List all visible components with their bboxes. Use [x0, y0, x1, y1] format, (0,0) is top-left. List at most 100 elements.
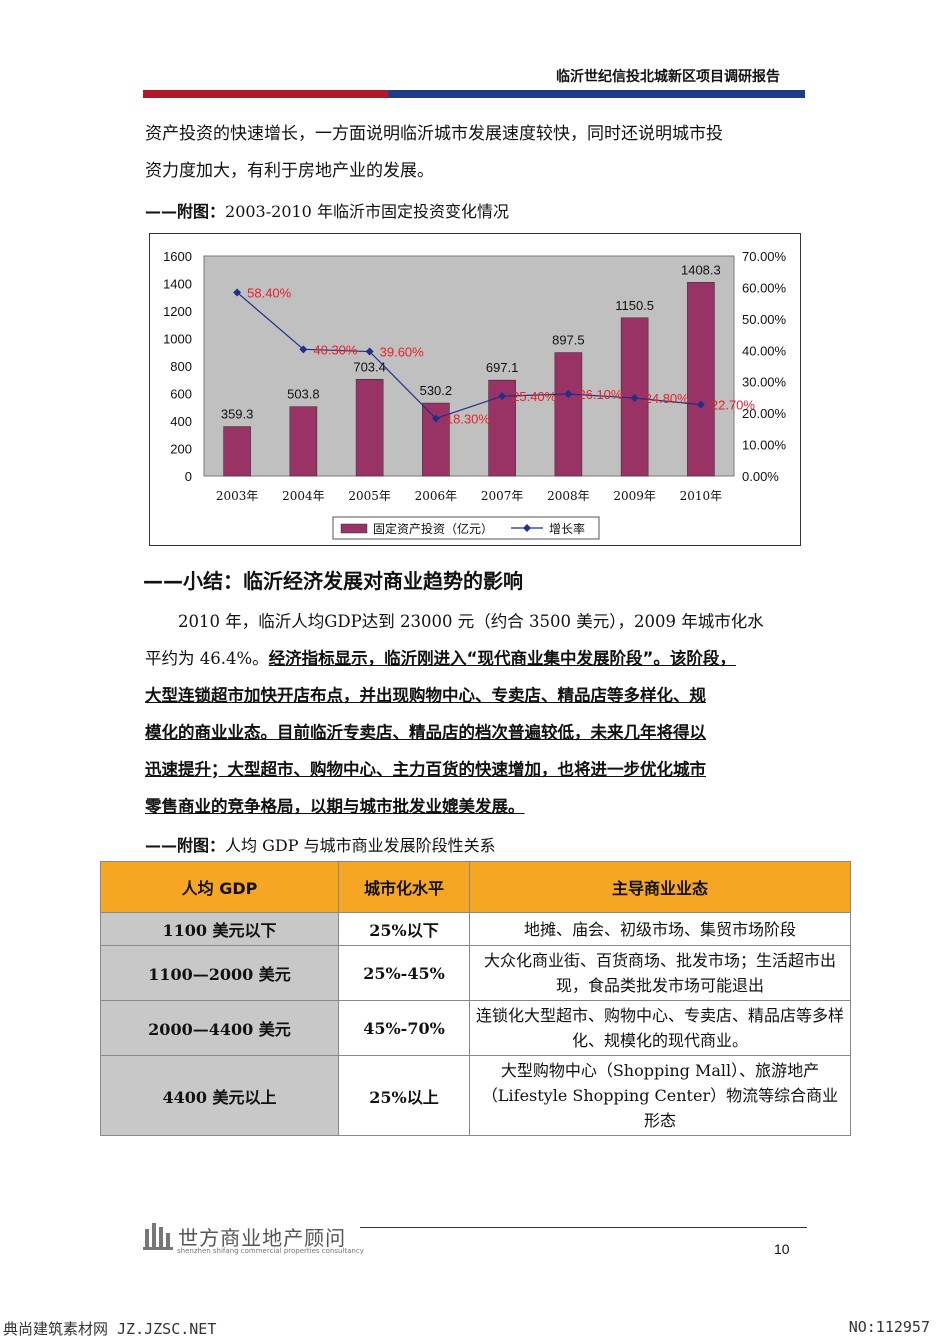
logo-subtitle: shenzhen shifang commercial properties c…: [177, 1247, 364, 1255]
y-left-tick-label: 800: [170, 359, 192, 374]
page-number: 10: [774, 1241, 790, 1257]
table-row: 1100 美元以下 25%以下 地摊、庙会、初级市场、集贸市场阶段: [100, 912, 851, 946]
x-tick-label: 2010年: [680, 489, 723, 503]
table-header-cell: 城市化水平: [338, 861, 470, 913]
body-bold-line: 大型连锁超市加快开店布点，并出现购物中心、专卖店、精品店等多样化、规: [145, 686, 706, 705]
growth-point: [630, 394, 639, 403]
chart-caption: ——附图：2003-2010 年临沂市固定投资变化情况: [145, 198, 509, 222]
x-tick-label: 2009年: [613, 489, 656, 503]
y-left-tick-label: 1200: [163, 304, 192, 319]
growth-point: [365, 347, 374, 356]
table-caption: ——附图：人均 GDP 与城市商业发展阶段性关系: [145, 832, 496, 856]
legend-bar-swatch: [340, 523, 368, 534]
growth-value-label: 40.30%: [313, 342, 358, 357]
growth-point: [299, 345, 308, 354]
format-cell: 大型购物中心（Shopping Mall）、旅游地产（Lifestyle Sho…: [469, 1055, 851, 1136]
intro-paragraph: 资产投资的快速增长，一方面说明临沂城市发展速度较快，同时还说明城市投 资力度加大…: [145, 116, 805, 190]
growth-line: [236, 292, 701, 420]
bar-value-label: 359.3: [221, 407, 254, 422]
x-tick-label: 2006年: [415, 489, 458, 503]
company-logo-icon: [143, 1222, 173, 1250]
y-right-tick-label: 30.00%: [742, 375, 787, 390]
body-plain-segment: 平约为 46.4%。: [145, 649, 269, 668]
table-header-cell: 人均 GDP: [100, 861, 339, 913]
logo-text: 世方商业地产顾问: [178, 1226, 347, 1250]
format-cell: 大众化商业街、百货商场、批发市场；生活超市出现，食品类批发市场可能退出: [469, 945, 851, 1001]
body-bold-segment: 经济指标显示，临沂刚进入“现代商业集中发展阶段”。该阶段，: [268, 649, 736, 668]
y-left-tick-label: 600: [170, 387, 192, 402]
growth-point: [431, 414, 440, 423]
bar-value-label: 897.5: [552, 333, 585, 348]
body-bold-line: 模化的商业业态。目前临沂专卖店、精品店的档次普遍较低，未来几年将得以: [145, 723, 706, 742]
watermark-left: 典尚建筑素材网 JZ.JZSC.NET: [3, 1320, 217, 1338]
y-right-tick-label: 70.00%: [742, 249, 787, 264]
y-right-tick-label: 60.00%: [742, 280, 787, 295]
table-header-row: 人均 GDP 城市化水平 主导商业业态: [100, 861, 851, 913]
gdp-cell: 1100 美元以下: [100, 912, 339, 946]
investment-chart: 0 200 400 600 800 1000 1200 1400 1600 0.00% 10.00%…: [149, 233, 801, 546]
body-bold-line: 迅速提升；大型超市、购物中心、主力百货的快速增加，也将进一步优化城市: [145, 760, 706, 779]
gdp-cell: 4400 美元以上: [100, 1055, 339, 1136]
investment-chart-svg: 0 200 400 600 800 1000 1200 1400 1600 0.00% 10.00%…: [163, 249, 787, 540]
bar-value-label: 697.1: [486, 360, 519, 375]
bar-value-label: 1408.3: [681, 262, 721, 277]
growth-value-label: 25.40%: [512, 389, 557, 404]
bar: [223, 426, 251, 477]
bar: [355, 378, 384, 477]
watermark-right: NO:112957: [848, 1318, 930, 1336]
y-left-tick-label: 0: [185, 469, 192, 484]
caption-text: 2003-2010 年临沂市固定投资变化情况: [225, 202, 509, 221]
intro-line: 资产投资的快速增长，一方面说明临沂城市发展速度较快，同时还说明城市投: [145, 124, 723, 144]
y-right-tick-label: 40.00%: [742, 343, 787, 358]
caption-prefix: ——附图：: [145, 836, 226, 855]
gdp-cell: 1100—2000 美元: [100, 945, 339, 1001]
x-tick-label: 2005年: [348, 489, 391, 503]
format-cell: 连锁化大型超市、购物中心、专卖店、精品店等多样化、规模化的现代商业。: [469, 1000, 851, 1056]
gdp-stage-table: 人均 GDP 城市化水平 主导商业业态 1100 美元以下 25%以下 地摊、庙…: [100, 861, 851, 1136]
growth-value-label: 58.40%: [247, 285, 292, 300]
report-header-title: 临沂世纪信投北城新区项目调研报告: [556, 69, 780, 85]
summary-body: 2010 年，临沂人均GDP达到 23000 元（约合 3500 美元），200…: [145, 603, 805, 825]
y-left-tick-label: 1600: [163, 249, 192, 264]
table-row: 4400 美元以上 25%以上 大型购物中心（Shopping Mall）、旅游…: [100, 1055, 851, 1136]
growth-value-label: 22.70%: [711, 398, 756, 413]
bar: [289, 406, 318, 477]
growth-value-label: 18.30%: [446, 411, 491, 426]
x-tick-label: 2004年: [282, 489, 325, 503]
bar-value-label: 503.8: [287, 387, 320, 402]
table-row: 2000—4400 美元 45%-70% 连锁化大型超市、购物中心、专卖店、精品…: [100, 1000, 851, 1056]
growth-point: [233, 288, 242, 297]
body-bold-line: 零售商业的竞争格局，以期与城市批发业媲美发展。: [145, 797, 525, 816]
y-left-tick-label: 200: [170, 442, 192, 457]
format-cell: 地摊、庙会、初级市场、集贸市场阶段: [469, 912, 851, 946]
urbanization-cell: 25%以上: [338, 1055, 470, 1136]
y-left-tick-label: 400: [170, 414, 192, 429]
y-right-tick-label: 10.00%: [742, 438, 787, 453]
y-right-tick-label: 20.00%: [742, 406, 787, 421]
company-logo: 世方商业地产顾问 shenzhen shifang commercial pro…: [143, 1222, 364, 1255]
header-bar-red: [143, 90, 388, 98]
bar-value-label: 1150.5: [615, 298, 654, 313]
growth-point: [564, 389, 573, 398]
bar-value-label: 703.4: [353, 359, 386, 374]
x-tick-label: 2003年: [216, 489, 259, 503]
caption-text: 人均 GDP 与城市商业发展阶段性关系: [225, 836, 496, 855]
urbanization-cell: 25%-45%: [338, 945, 470, 1001]
bar-value-label: 530.2: [420, 383, 453, 398]
table-header-cell: 主导商业业态: [469, 861, 851, 913]
legend-box: [332, 516, 600, 540]
bar: [554, 352, 583, 477]
y-right-tick-label: 50.00%: [742, 312, 787, 327]
table-row: 1100—2000 美元 25%-45% 大众化商业街、百货商场、批发市场；生活…: [100, 945, 851, 1001]
legend-line-marker: [523, 524, 531, 532]
bar: [687, 282, 715, 477]
y-right-tick-label: 0.00%: [742, 469, 779, 484]
growth-point: [696, 400, 705, 409]
y-left-tick-label: 1000: [163, 332, 192, 347]
body-line: 2010 年，临沂人均GDP达到 23000 元（约合 3500 美元），200…: [145, 612, 764, 631]
header-bar-blue: [388, 90, 805, 98]
section-title: ——小结：临沂经济发展对商业趋势的影响: [143, 569, 523, 593]
growth-point: [498, 392, 507, 401]
growth-value-label: 26.10%: [578, 387, 623, 402]
gdp-cell: 2000—4400 美元: [100, 1000, 339, 1056]
